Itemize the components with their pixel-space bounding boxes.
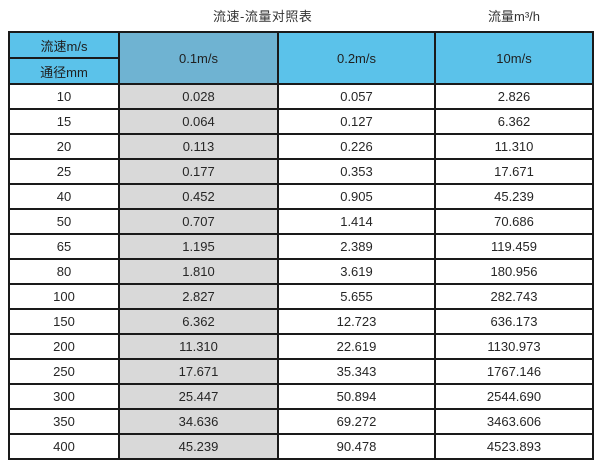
- flow-value-cell: 34.636: [118, 408, 279, 435]
- flow-value-cell: 0.353: [277, 158, 436, 185]
- flow-value-cell: 45.239: [118, 433, 279, 460]
- diameter-cell: 50: [8, 208, 120, 235]
- flow-value-cell: 0.452: [118, 183, 279, 210]
- flow-value-cell: 119.459: [434, 233, 594, 260]
- flow-value-cell: 282.743: [434, 283, 594, 310]
- flow-value-cell: 0.127: [277, 108, 436, 135]
- table-row: 250 17.671 35.343 1767.146: [8, 358, 594, 385]
- table-row: 300 25.447 50.894 2544.690: [8, 383, 594, 410]
- flow-value-cell: 25.447: [118, 383, 279, 410]
- table-row: 350 34.636 69.272 3463.606: [8, 408, 594, 435]
- flow-rate-table: 流速m/s 0.1m/s 0.2m/s 10m/s 通径mm 10 0.028 0.…: [8, 31, 594, 460]
- flow-value-cell: 4523.893: [434, 433, 594, 460]
- diameter-cell: 40: [8, 183, 120, 210]
- flow-value-cell: 0.057: [277, 83, 436, 110]
- table-row: 65 1.195 2.389 119.459: [8, 233, 594, 260]
- flow-value-cell: 0.905: [277, 183, 436, 210]
- flow-value-cell: 50.894: [277, 383, 436, 410]
- flow-value-cell: 2.827: [118, 283, 279, 310]
- diameter-cell: 300: [8, 383, 120, 410]
- header-col-10ms: 10m/s: [434, 31, 594, 85]
- flow-value-cell: 90.478: [277, 433, 436, 460]
- diameter-cell: 10: [8, 83, 120, 110]
- flow-value-cell: 6.362: [434, 108, 594, 135]
- flow-value-cell: 3.619: [277, 258, 436, 285]
- table-body: 10 0.028 0.057 2.826 15 0.064 0.127 6.362 20 0.11…: [8, 83, 594, 460]
- flow-value-cell: 1.810: [118, 258, 279, 285]
- flow-value-cell: 1130.973: [434, 333, 594, 360]
- flow-value-cell: 5.655: [277, 283, 436, 310]
- diameter-cell: 350: [8, 408, 120, 435]
- table-row: 100 2.827 5.655 282.743: [8, 283, 594, 310]
- diameter-cell: 65: [8, 233, 120, 260]
- flow-value-cell: 69.272: [277, 408, 436, 435]
- diameter-cell: 100: [8, 283, 120, 310]
- flow-value-cell: 2544.690: [434, 383, 594, 410]
- diameter-cell: 20: [8, 133, 120, 160]
- table-header: 流速m/s 0.1m/s 0.2m/s 10m/s 通径mm: [8, 31, 594, 85]
- diameter-cell: 150: [8, 308, 120, 335]
- flow-value-cell: 6.362: [118, 308, 279, 335]
- diameter-cell: 80: [8, 258, 120, 285]
- flow-value-cell: 2.389: [277, 233, 436, 260]
- flow-value-cell: 12.723: [277, 308, 436, 335]
- flow-value-cell: 2.826: [434, 83, 594, 110]
- flow-value-cell: 180.956: [434, 258, 594, 285]
- table-row: 40 0.452 0.905 45.239: [8, 183, 594, 210]
- diameter-cell: 400: [8, 433, 120, 460]
- flow-value-cell: 11.310: [434, 133, 594, 160]
- flow-value-cell: 0.028: [118, 83, 279, 110]
- diameter-cell: 250: [8, 358, 120, 385]
- flow-value-cell: 45.239: [434, 183, 594, 210]
- diameter-cell: 200: [8, 333, 120, 360]
- flow-value-cell: 1.414: [277, 208, 436, 235]
- header-velocity-label: 流速m/s: [8, 31, 120, 59]
- flow-value-cell: 17.671: [434, 158, 594, 185]
- table-row: 80 1.810 3.619 180.956: [8, 258, 594, 285]
- header-col-0.2ms: 0.2m/s: [277, 31, 436, 85]
- table-row: 400 45.239 90.478 4523.893: [8, 433, 594, 460]
- flow-value-cell: 1.195: [118, 233, 279, 260]
- diameter-cell: 15: [8, 108, 120, 135]
- table-row: 15 0.064 0.127 6.362: [8, 108, 594, 135]
- title-bar: 流速-流量对照表 流量m³/h: [0, 0, 600, 30]
- flow-value-cell: 0.064: [118, 108, 279, 135]
- flow-unit-label: 流量m³/h: [488, 9, 541, 24]
- table-row: 50 0.707 1.414 70.686: [8, 208, 594, 235]
- flow-value-cell: 0.226: [277, 133, 436, 160]
- flow-value-cell: 22.619: [277, 333, 436, 360]
- flow-value-cell: 636.173: [434, 308, 594, 335]
- header-diameter-label: 通径mm: [8, 57, 120, 85]
- table-row: 20 0.113 0.226 11.310: [8, 133, 594, 160]
- table-row: 200 11.310 22.619 1130.973: [8, 333, 594, 360]
- flow-value-cell: 35.343: [277, 358, 436, 385]
- flow-value-cell: 70.686: [434, 208, 594, 235]
- table-row: 25 0.177 0.353 17.671: [8, 158, 594, 185]
- flow-value-cell: 0.707: [118, 208, 279, 235]
- table-row: 150 6.362 12.723 636.173: [8, 308, 594, 335]
- table-title: 流速-流量对照表: [213, 9, 313, 24]
- flow-value-cell: 0.177: [118, 158, 279, 185]
- flow-value-cell: 0.113: [118, 133, 279, 160]
- table-row: 10 0.028 0.057 2.826: [8, 83, 594, 110]
- header-col-0.1ms: 0.1m/s: [118, 31, 279, 85]
- flow-value-cell: 17.671: [118, 358, 279, 385]
- flow-value-cell: 11.310: [118, 333, 279, 360]
- diameter-cell: 25: [8, 158, 120, 185]
- flow-value-cell: 3463.606: [434, 408, 594, 435]
- flow-value-cell: 1767.146: [434, 358, 594, 385]
